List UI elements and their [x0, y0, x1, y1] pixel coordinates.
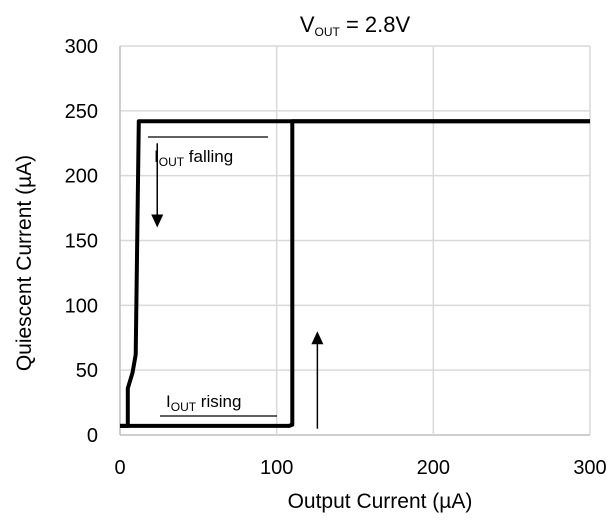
grid-lines — [119, 45, 591, 436]
annotation-rising-label: IOUT rising — [166, 392, 241, 414]
x-axis-label: Output Current (µA) — [288, 490, 473, 513]
x-tick-label: 300 — [573, 457, 606, 479]
series-line-2 — [120, 119, 590, 428]
tick-labels: 0 50 100 150 200 250 300 0 100 200 300 — [65, 36, 607, 479]
series-line-1 — [120, 119, 590, 428]
arrow-down-icon — [151, 214, 164, 228]
arrow-up-icon — [311, 331, 324, 345]
x-tick-label: 100 — [260, 457, 293, 479]
y-tick-label: 200 — [65, 166, 98, 188]
y-tick-label: 0 — [87, 425, 98, 447]
y-axis-label: Quiescent Current (µA) — [13, 155, 36, 371]
y-tick-label: 50 — [76, 360, 98, 382]
chart-title: VOUT = 2.8V — [300, 12, 411, 39]
y-tick-label: 300 — [65, 36, 98, 58]
annotations: IOUT falling IOUT rising — [148, 136, 324, 429]
annotation-falling-label: IOUT falling — [154, 147, 233, 169]
x-tick-label: 0 — [114, 457, 125, 479]
y-tick-label: 150 — [65, 231, 98, 253]
y-tick-label: 250 — [65, 101, 98, 123]
series-lines — [120, 119, 590, 428]
y-tick-label: 100 — [65, 295, 98, 317]
x-tick-label: 200 — [417, 457, 450, 479]
